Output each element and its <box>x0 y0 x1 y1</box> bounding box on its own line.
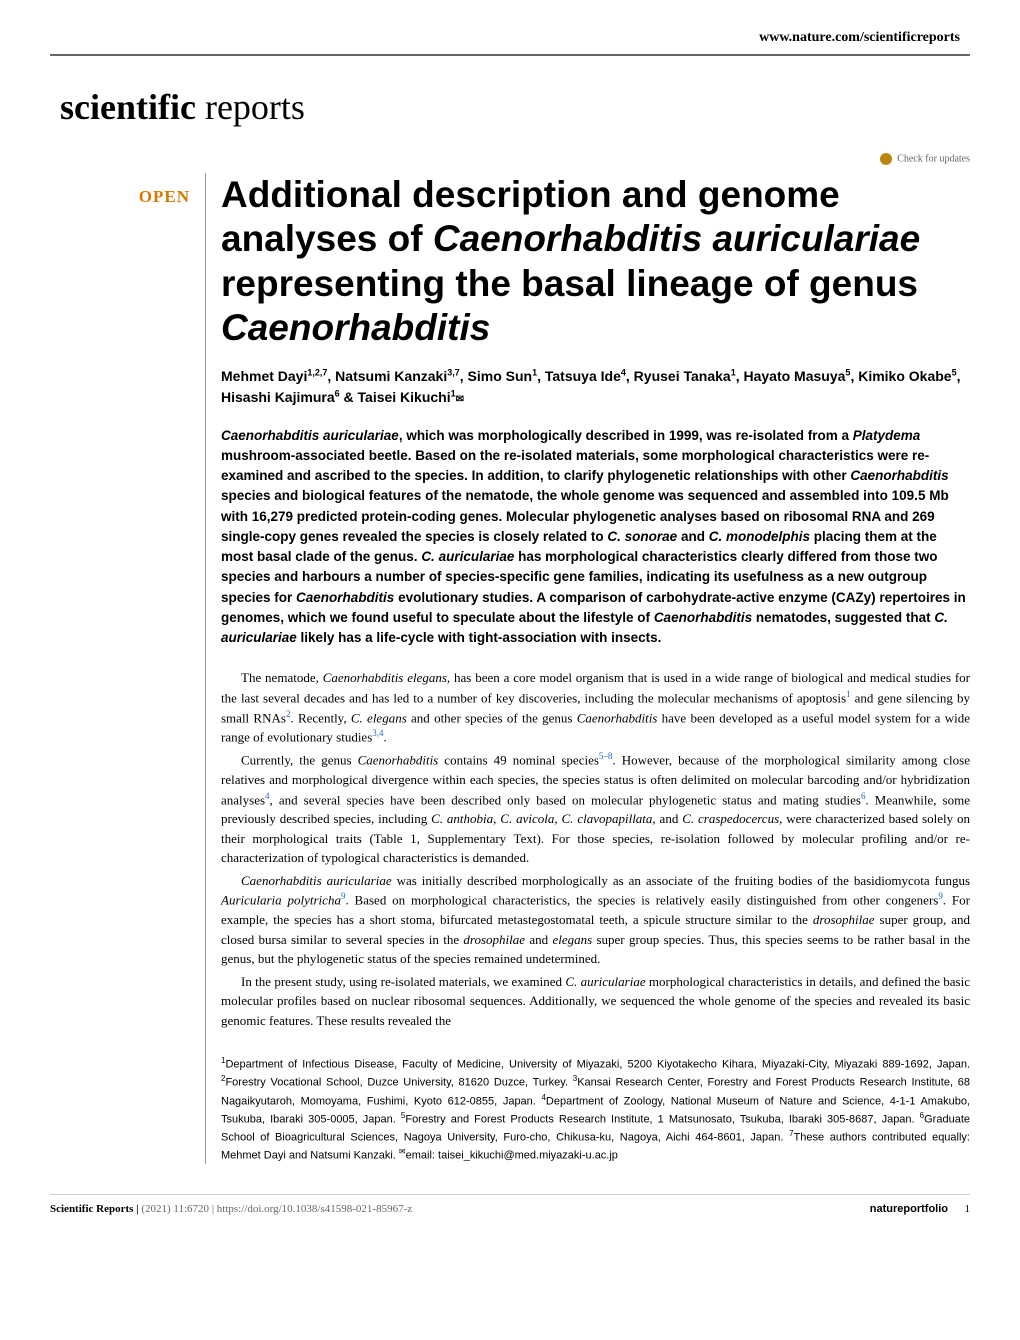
header-url: www.nature.com/scientificreports <box>50 30 970 46</box>
footer-citation: (2021) 11:6720 <box>141 1203 209 1215</box>
check-updates-label: Check for updates <box>897 153 970 164</box>
journal-logo: scientific reports <box>60 86 970 128</box>
body-text: The nematode, Caenorhabditis elegans, ha… <box>221 668 970 1030</box>
journal-name-bold: scientific <box>60 87 196 127</box>
footer-doi: | https://doi.org/10.1038/s41598-021-859… <box>212 1203 412 1215</box>
check-updates-icon <box>880 153 892 165</box>
check-updates-link[interactable]: Check for updates <box>50 153 970 165</box>
journal-name-light: reports <box>196 87 305 127</box>
paragraph-1: The nematode, Caenorhabditis elegans, ha… <box>221 668 970 747</box>
footer: Scientific Reports | (2021) 11:6720 | ht… <box>50 1194 970 1215</box>
paragraph-3: Caenorhabditis auriculariae was initiall… <box>221 871 970 969</box>
open-access-badge: OPEN <box>50 187 190 207</box>
publisher-logo: natureportfolio <box>870 1203 948 1215</box>
page-number: 1 <box>965 1203 971 1215</box>
article-title: Additional description and genome analys… <box>221 173 970 351</box>
header-divider <box>50 54 970 56</box>
paragraph-2: Currently, the genus Caenorhabditis cont… <box>221 750 970 868</box>
footer-journal: Scientific Reports | <box>50 1203 139 1215</box>
paragraph-4: In the present study, using re-isolated … <box>221 972 970 1031</box>
affiliations: 1Department of Infectious Disease, Facul… <box>221 1055 970 1164</box>
authors-list: Mehmet Dayi1,2,7, Natsumi Kanzaki3,7, Si… <box>221 366 970 408</box>
abstract: Caenorhabditis auriculariae, which was m… <box>221 426 970 649</box>
